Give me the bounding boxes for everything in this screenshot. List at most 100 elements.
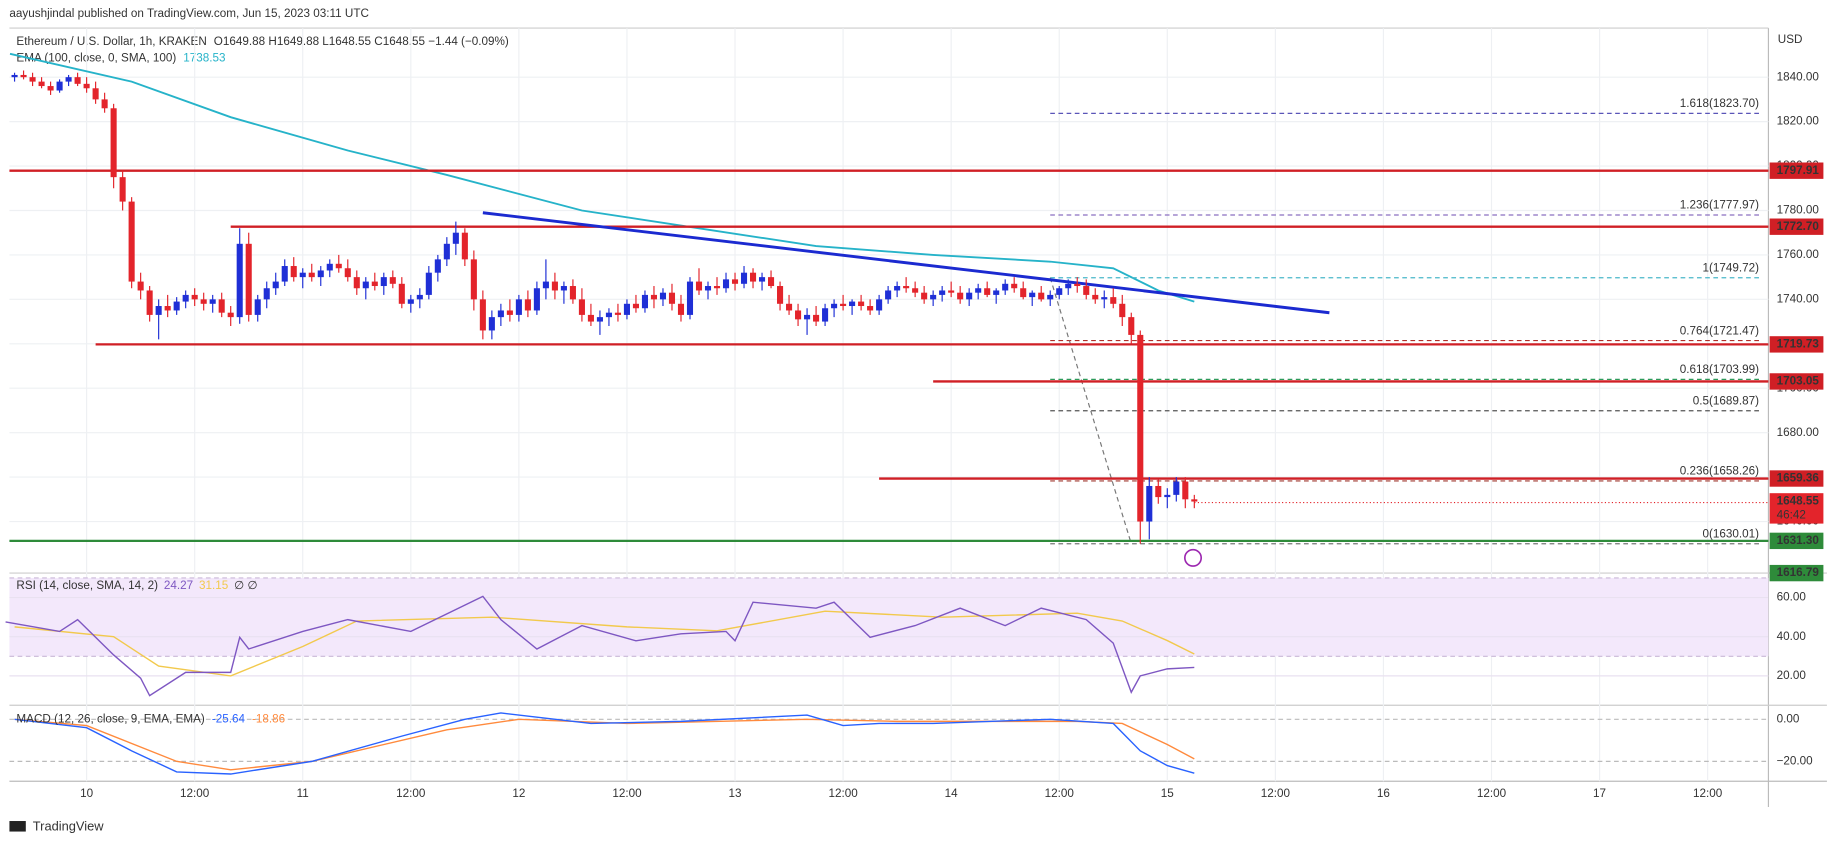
candle-body bbox=[470, 259, 477, 300]
candle-body bbox=[1119, 303, 1126, 318]
candle-body bbox=[849, 301, 856, 307]
ema-value: 1738.53 bbox=[183, 52, 225, 65]
candle-body bbox=[299, 272, 306, 278]
level-tag bbox=[1769, 162, 1824, 179]
signal-value: -18.86 bbox=[252, 712, 285, 725]
candle-body bbox=[56, 81, 63, 91]
candle-body bbox=[795, 310, 802, 320]
currency: USD bbox=[1778, 33, 1803, 46]
candle-body bbox=[236, 243, 243, 318]
candle-body bbox=[777, 286, 784, 304]
low-label: 1616.79 bbox=[1777, 566, 1820, 579]
x-tick-label: 12:00 bbox=[1693, 787, 1723, 800]
candle-body bbox=[290, 266, 297, 278]
event-icon bbox=[1184, 548, 1203, 567]
candle-body bbox=[930, 294, 937, 300]
y-tick-label: 40.00 bbox=[1777, 630, 1807, 643]
candle-body bbox=[939, 290, 946, 295]
candle-body bbox=[533, 288, 540, 311]
candle-body bbox=[1146, 485, 1153, 522]
rsi-band bbox=[9, 577, 1769, 657]
ema-line bbox=[9, 52, 1195, 303]
candle-body bbox=[443, 243, 450, 260]
x-tick-label: 17 bbox=[1593, 787, 1606, 800]
candle-body bbox=[677, 303, 685, 315]
candle-body bbox=[786, 303, 793, 311]
candle-body bbox=[867, 306, 874, 311]
candle-body bbox=[1092, 294, 1099, 300]
candle-body bbox=[731, 279, 739, 284]
symbol: Ethereum / U.S. Dollar, 1h, KRAKEN O1649.… bbox=[16, 35, 508, 48]
candle-body bbox=[326, 263, 333, 271]
y-tick-label: −20.00 bbox=[1777, 754, 1814, 767]
brand-logo bbox=[9, 821, 26, 832]
ema-label: EMA (100, close, 0, SMA, 100) 1738.53 bbox=[16, 52, 225, 65]
y-tick-label: 20.00 bbox=[1777, 669, 1807, 682]
candle-body bbox=[344, 268, 351, 278]
fib-trend bbox=[1049, 277, 1132, 544]
candle-body bbox=[74, 77, 81, 84]
candle-body bbox=[92, 88, 99, 100]
x-tick-label: 13 bbox=[729, 787, 742, 800]
candle-body bbox=[353, 277, 360, 289]
candle-body bbox=[569, 286, 576, 300]
candle-body bbox=[975, 288, 982, 293]
fib-label: 1.236(1777.97) bbox=[1680, 199, 1759, 212]
candle-body bbox=[335, 263, 342, 269]
x-tick-label: 15 bbox=[1161, 787, 1175, 800]
x-tick-label: 16 bbox=[1377, 787, 1390, 800]
candle-body bbox=[218, 299, 225, 313]
ohlc-values: O1649.88 H1649.88 L1648.55 C1648.55 −1.4… bbox=[214, 35, 509, 48]
candle-body bbox=[227, 312, 234, 318]
x-tick-label: 12:00 bbox=[612, 787, 642, 800]
candle-body bbox=[389, 277, 396, 284]
candle-body bbox=[380, 277, 387, 287]
candle-body bbox=[912, 288, 919, 293]
candle-body bbox=[1083, 286, 1090, 295]
candle-body bbox=[831, 303, 838, 309]
candle-body bbox=[632, 303, 640, 309]
candle-body bbox=[200, 299, 207, 304]
level-tag bbox=[1769, 532, 1824, 550]
current-price-tag bbox=[1769, 493, 1824, 524]
candle-body bbox=[434, 259, 441, 273]
candle-body bbox=[894, 286, 901, 291]
candle-body bbox=[128, 201, 135, 282]
candle-body bbox=[1065, 283, 1072, 289]
candle-body bbox=[903, 286, 910, 289]
candle-body bbox=[596, 317, 603, 322]
candle-body bbox=[254, 299, 261, 315]
candle-body bbox=[497, 310, 504, 318]
candle-body bbox=[641, 294, 649, 309]
level-tag bbox=[1769, 470, 1824, 487]
y-tick-label: 1820.00 bbox=[1777, 115, 1820, 128]
candle-body bbox=[416, 294, 423, 300]
y-tick-label: 1760.00 bbox=[1777, 248, 1820, 261]
candle-body bbox=[749, 272, 757, 282]
y-tick-label: 60.00 bbox=[1777, 591, 1807, 604]
macd-line bbox=[14, 712, 1195, 775]
candle-body bbox=[740, 272, 748, 284]
candle-body bbox=[578, 299, 585, 315]
rsi-extra: ∅ ∅ bbox=[234, 579, 258, 592]
candle-body bbox=[1002, 283, 1009, 291]
candle-body bbox=[119, 177, 126, 202]
candle-body bbox=[722, 279, 730, 289]
publisher: aayushjindal published on TradingView.co… bbox=[9, 7, 369, 20]
candle-body bbox=[164, 306, 171, 311]
level-label: 1659.36 bbox=[1777, 472, 1820, 485]
candle-body bbox=[29, 77, 36, 82]
candle-body bbox=[137, 281, 144, 291]
candle-body bbox=[407, 299, 414, 304]
candle-body bbox=[155, 306, 162, 315]
candle-body bbox=[668, 292, 676, 304]
rsi-line bbox=[5, 595, 1195, 697]
fib-label: 0.618(1703.99) bbox=[1680, 363, 1759, 376]
x-tick-label: 12:00 bbox=[828, 787, 858, 800]
candle-body bbox=[605, 312, 612, 318]
candle-body bbox=[272, 281, 279, 289]
candle-body bbox=[984, 288, 991, 295]
level-label: 1719.73 bbox=[1777, 337, 1820, 350]
candle-body bbox=[110, 108, 117, 178]
